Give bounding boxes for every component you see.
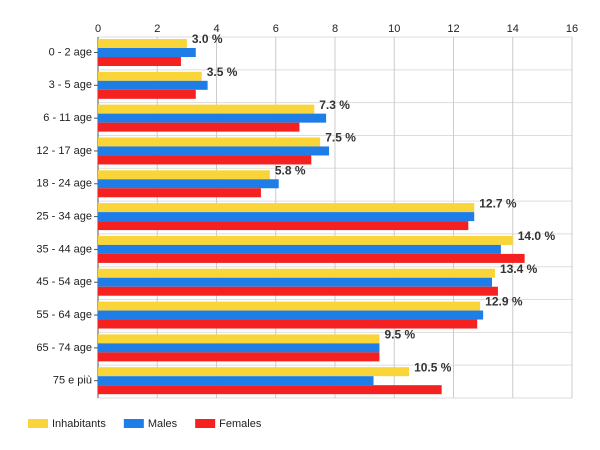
legend-swatch [123, 419, 144, 428]
legend-label: Males [148, 418, 178, 430]
bar [98, 334, 380, 344]
bar [98, 286, 498, 296]
value-label: 10.5 % [414, 360, 452, 374]
y-tick-label: 18 - 24 age [36, 178, 92, 190]
y-tick-label: 25 - 34 age [36, 210, 92, 222]
bar [98, 188, 261, 198]
bar [98, 146, 330, 156]
x-tick-label: 10 [388, 23, 400, 35]
bar [98, 244, 501, 254]
y-tick-label: 75 e più [53, 375, 92, 387]
bar [98, 179, 279, 189]
bar [98, 80, 208, 90]
y-tick-label: 45 - 54 age [36, 276, 92, 288]
bar [98, 221, 469, 231]
value-label: 3.5 % [207, 65, 238, 79]
bar [98, 89, 196, 99]
bar [98, 376, 374, 386]
bar [98, 71, 202, 81]
legend-label: Females [219, 418, 262, 430]
x-tick-label: 6 [273, 23, 279, 35]
y-tick-label: 3 - 5 age [49, 79, 92, 91]
bar [98, 268, 495, 278]
bar [98, 310, 484, 320]
value-label: 12.7 % [479, 196, 517, 210]
y-tick-label: 65 - 74 age [36, 342, 92, 354]
value-label: 9.5 % [384, 328, 415, 342]
value-label: 7.3 % [319, 98, 350, 112]
x-tick-label: 2 [154, 23, 160, 35]
bar [98, 343, 380, 353]
bar [98, 104, 315, 114]
bar [98, 203, 475, 213]
legend-label: Inhabitants [52, 418, 106, 430]
bar [98, 212, 475, 222]
y-tick-label: 6 - 11 age [43, 112, 92, 124]
bar [98, 367, 410, 377]
bar [98, 113, 327, 123]
value-label: 12.9 % [485, 295, 523, 309]
bar [98, 385, 442, 395]
value-label: 5.8 % [275, 163, 306, 177]
legend-swatch [28, 419, 48, 428]
bar [98, 137, 321, 147]
value-label: 3.0 % [192, 32, 223, 46]
bar [98, 352, 380, 362]
bar [98, 253, 525, 263]
bar [98, 319, 478, 329]
bar [98, 235, 513, 245]
x-tick-label: 4 [213, 23, 219, 35]
x-tick-label: 8 [332, 23, 338, 35]
x-tick-label: 16 [566, 23, 578, 35]
bar [98, 57, 181, 66]
value-label: 13.4 % [500, 262, 538, 276]
x-tick-label: 14 [507, 23, 519, 35]
y-tick-label: 12 - 17 age [36, 145, 92, 157]
x-tick-label: 12 [447, 23, 459, 35]
bar [98, 170, 270, 180]
y-tick-label: 0 - 2 age [49, 46, 92, 58]
bar [98, 301, 481, 311]
bar [98, 155, 312, 165]
value-label: 7.5 % [325, 131, 356, 145]
y-tick-label: 35 - 44 age [36, 243, 92, 255]
value-label: 14.0 % [518, 229, 556, 243]
y-tick-label: 55 - 64 age [36, 309, 92, 321]
bar [98, 122, 300, 132]
bar [98, 48, 196, 57]
bar [98, 277, 493, 287]
bar [98, 39, 187, 48]
x-tick-label: 0 [95, 23, 101, 35]
legend-swatch [195, 419, 216, 428]
